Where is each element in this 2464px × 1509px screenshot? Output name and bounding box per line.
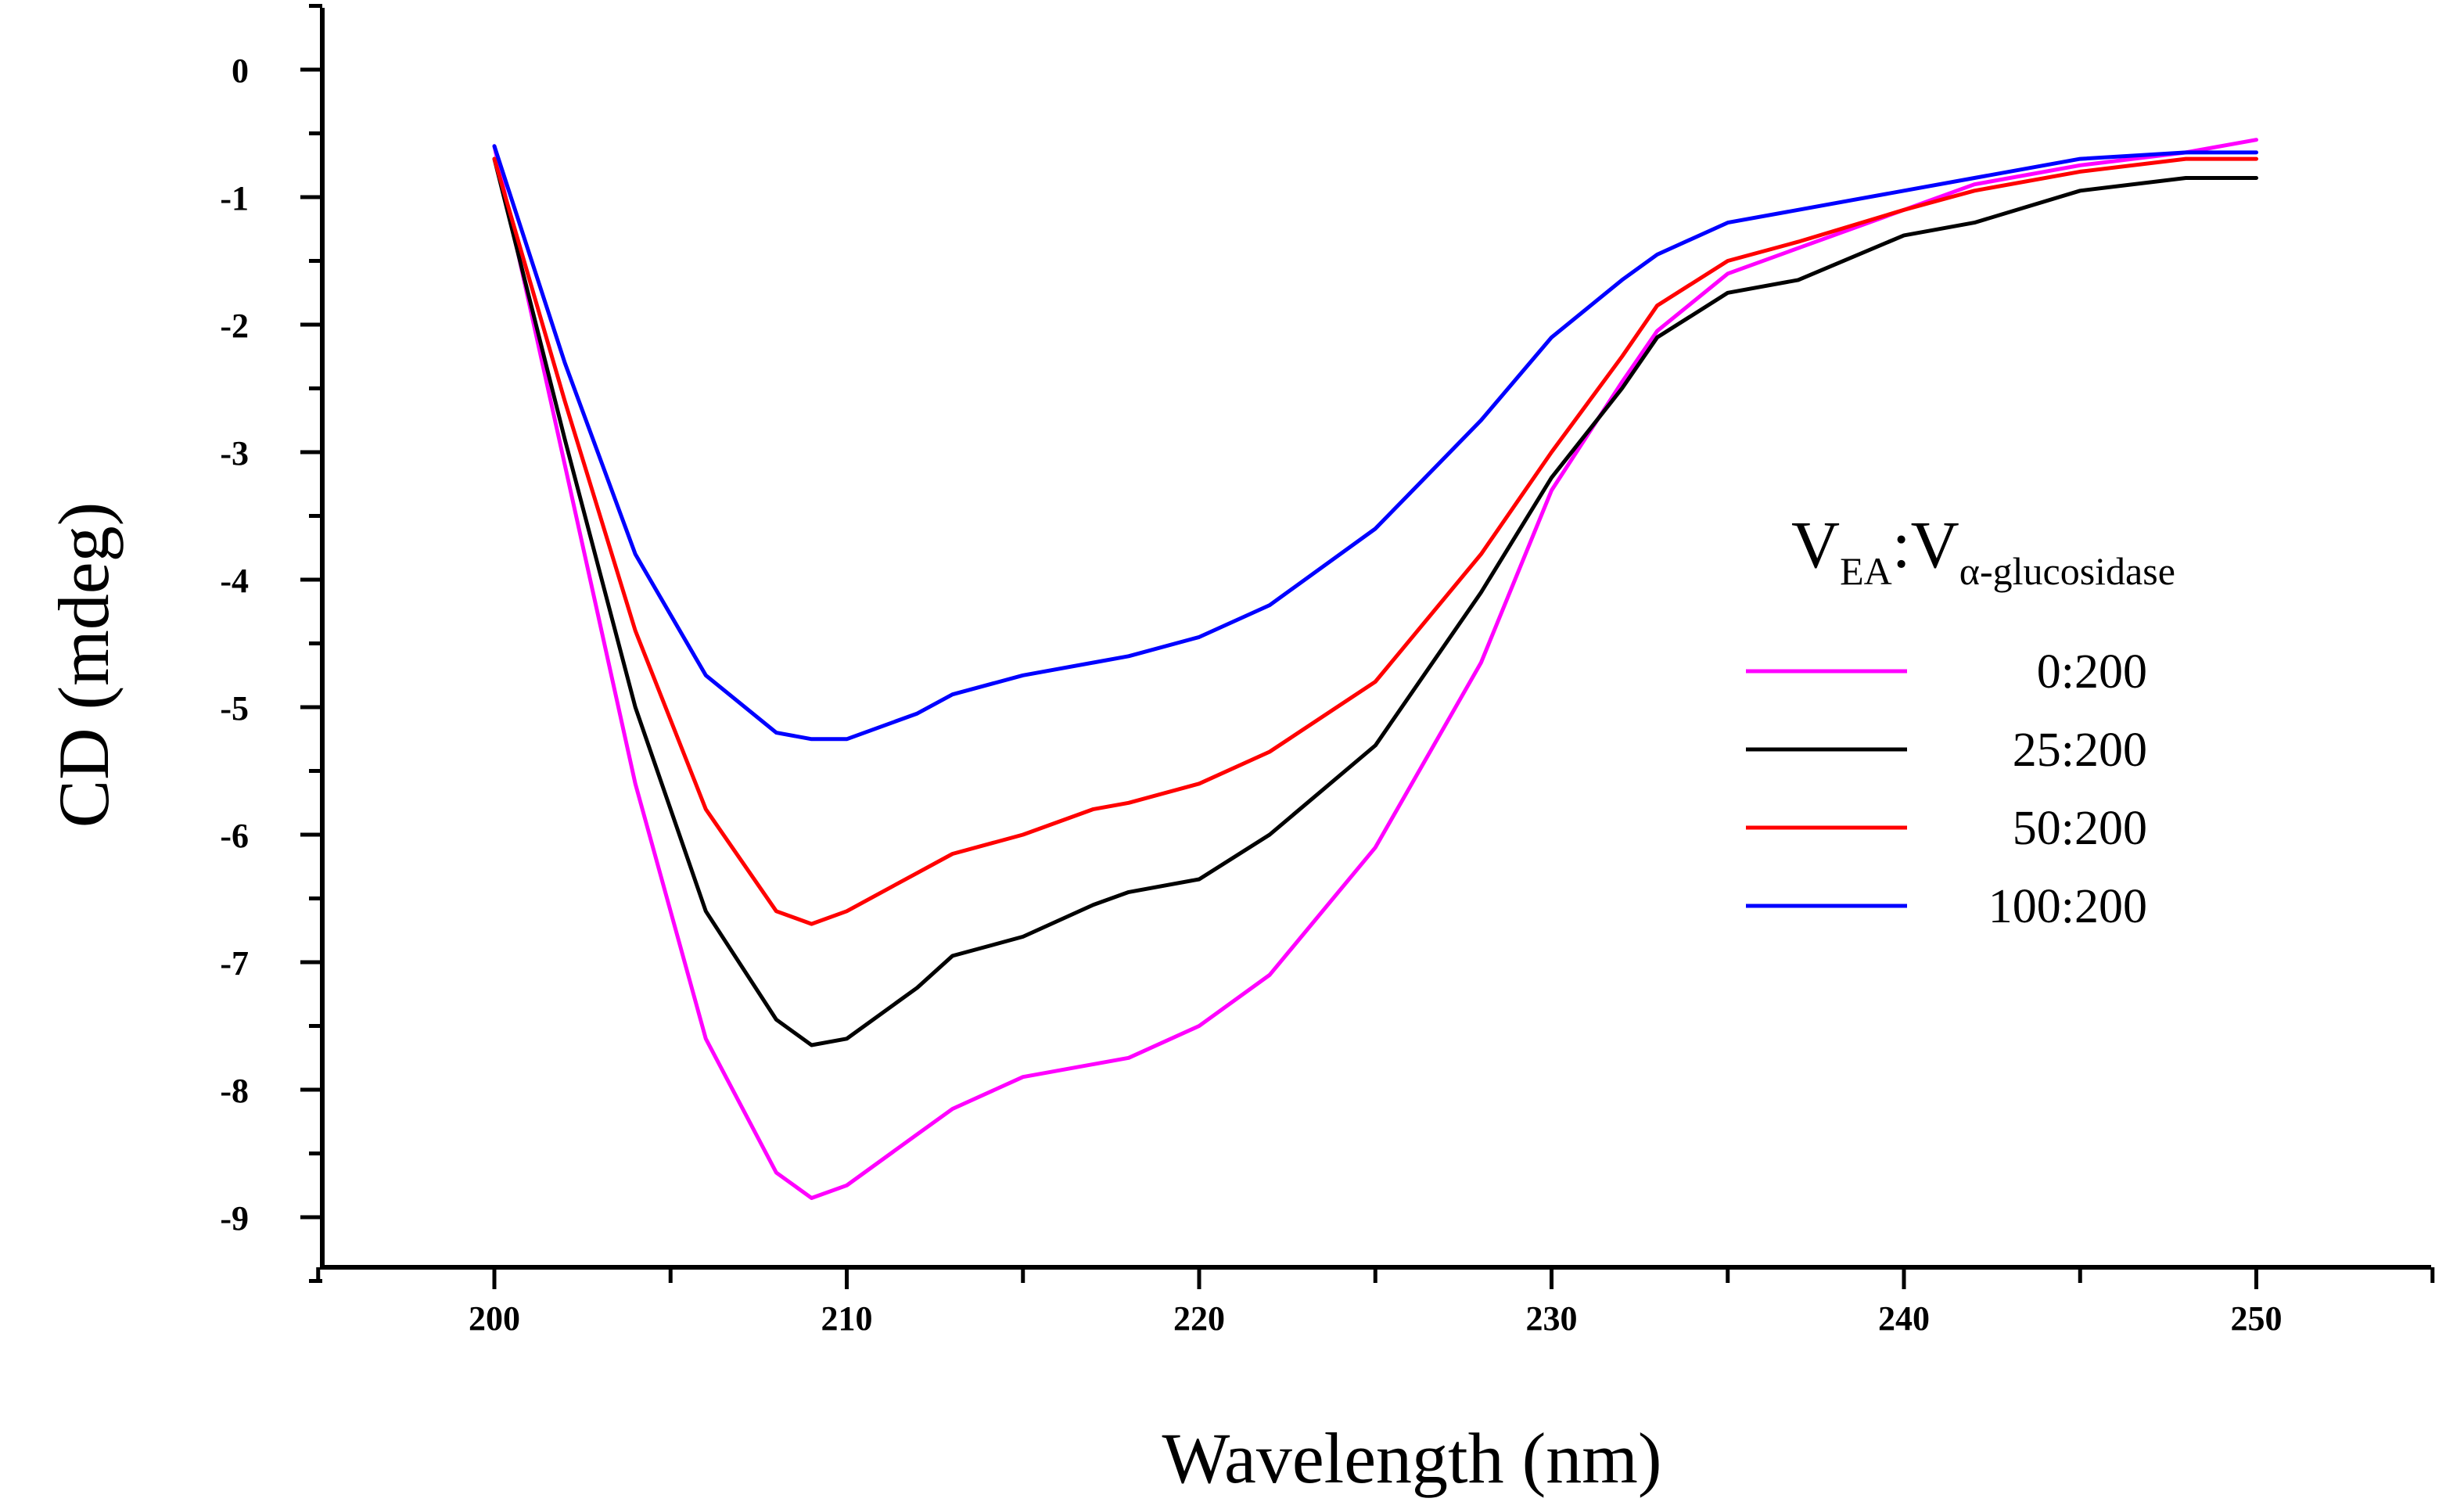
y-tick-label: -4: [220, 562, 249, 600]
series-lines: [492, 138, 2258, 1200]
x-tick-label: 230: [1526, 1299, 1578, 1338]
legend-title-main: V: [1791, 507, 1840, 582]
y-tick-label: -2: [220, 307, 249, 345]
y-tick-label: -7: [220, 944, 249, 983]
y-axis-title: CD (mdeg): [44, 502, 124, 828]
series-line-1: [492, 156, 2258, 1047]
y-tick-label: 0: [232, 52, 249, 90]
y-tick-label: -6: [220, 817, 249, 855]
x-tick-label: 240: [1878, 1299, 1930, 1338]
legend-label-3: 100:200: [1988, 880, 2147, 933]
x-axis-title: Wavelength (nm): [1162, 1418, 1662, 1498]
y-tick-label: -3: [220, 434, 249, 472]
y-tick-label: -8: [220, 1072, 249, 1110]
x-tick-label: 220: [1173, 1299, 1225, 1338]
y-tick-label: -9: [220, 1199, 249, 1238]
x-tick-label: 210: [821, 1299, 873, 1338]
legend-label-2: 50:200: [2013, 802, 2147, 855]
y-tick-label: -5: [220, 689, 249, 728]
axis-ticks: 200 210 220 230 240 250 0 -1 -2 -3 -4 -5 -6 -7 -8 -9: [220, 4, 2435, 1338]
series-line-3: [492, 144, 2258, 742]
legend-title-sub-enzyme: α-glucosidase: [1959, 549, 2175, 593]
legend-title-sub-ea: EA: [1840, 549, 1892, 593]
x-tick-label: 250: [2231, 1299, 2283, 1338]
legend-title: VEA:Vα-glucosidase: [1791, 507, 2175, 593]
series-line-2: [492, 156, 2258, 926]
y-tick-label: -1: [220, 179, 249, 217]
x-tick-label: 200: [469, 1299, 520, 1338]
legend-label-1: 25:200: [2013, 724, 2147, 777]
legend-items: 0:200 25:200 50:200 100:200: [1746, 645, 2147, 933]
legend-title-separator: :V: [1892, 507, 1959, 582]
legend: VEA:Vα-glucosidase 0:200 25:200 50:200 100:…: [1746, 507, 2175, 933]
legend-label-0: 0:200: [2037, 645, 2147, 699]
series-line-0: [492, 138, 2258, 1200]
